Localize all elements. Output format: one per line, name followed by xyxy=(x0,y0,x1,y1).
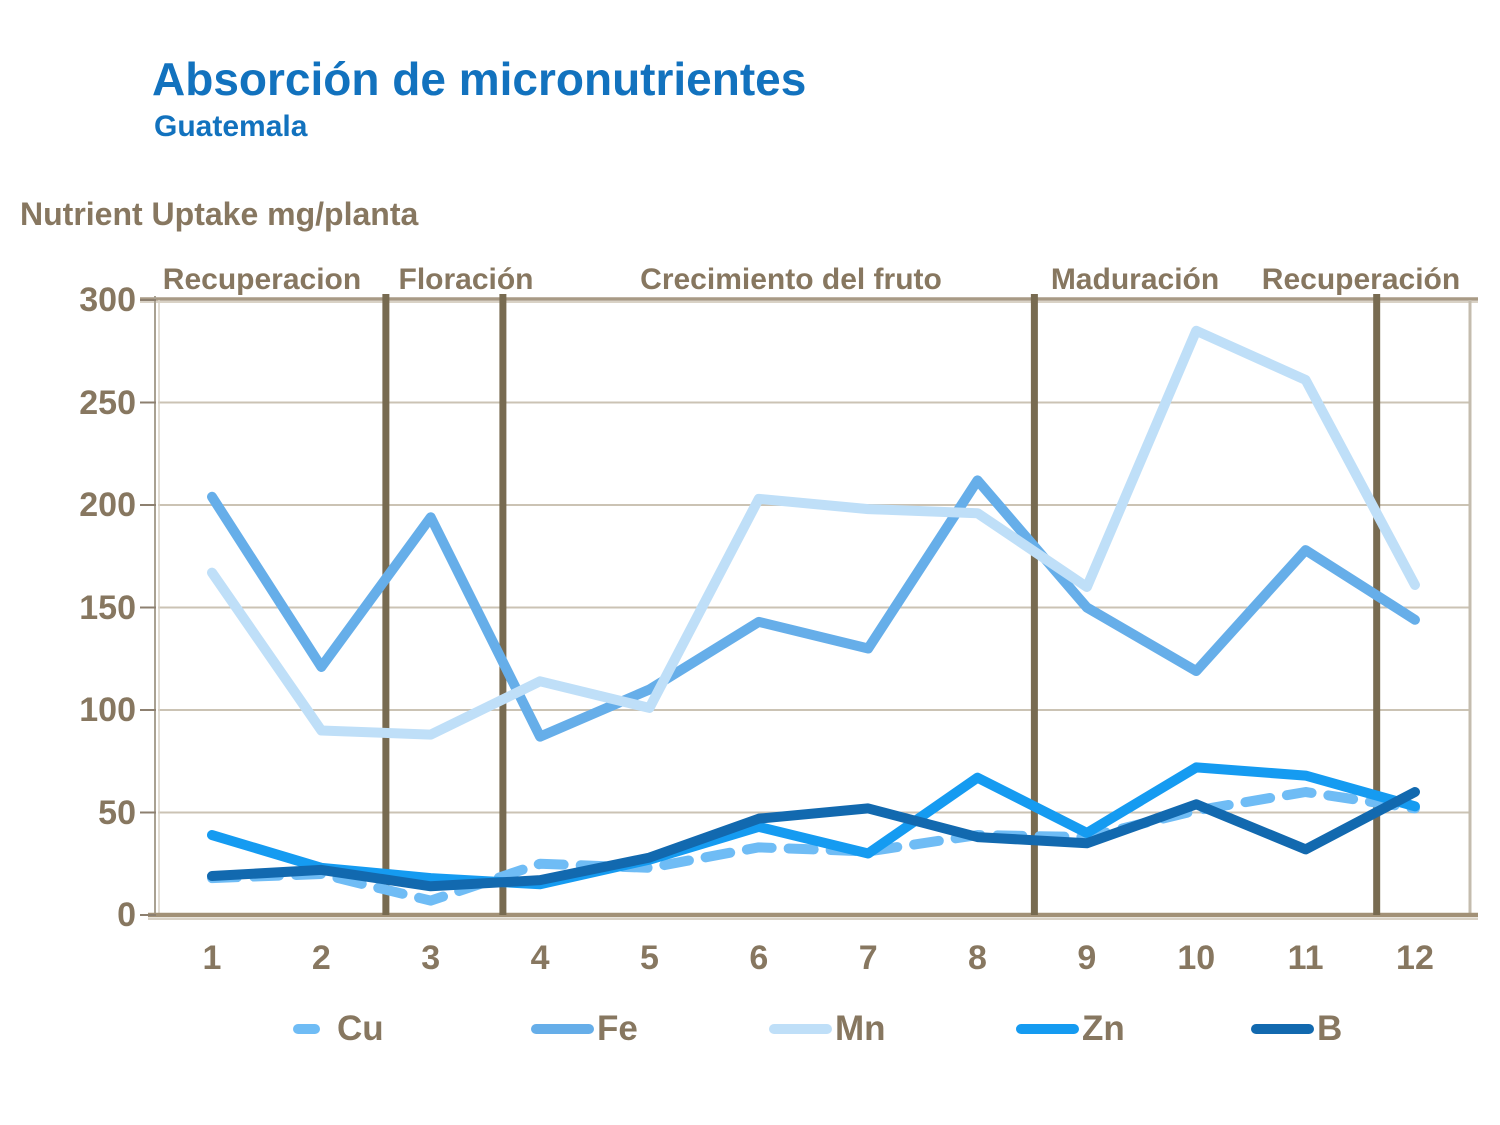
x-tick-label-10: 10 xyxy=(1177,939,1216,977)
y-tick-label-50: 50 xyxy=(98,793,136,832)
x-tick-label-7: 7 xyxy=(858,939,878,977)
phase-label-1: Recuperacion xyxy=(162,263,362,296)
legend-item-B: B xyxy=(1251,1008,1342,1050)
x-tick-label-3: 3 xyxy=(421,939,441,977)
x-tick-label-6: 6 xyxy=(749,939,769,977)
y-tick-label-200: 200 xyxy=(79,486,136,524)
legend-swatch-Cu xyxy=(293,1024,320,1034)
legend-label-B: B xyxy=(1317,1009,1343,1048)
legend-item-Zn: Zn xyxy=(1016,1008,1125,1050)
x-tick-label-1: 1 xyxy=(202,939,222,977)
legend-label-Fe: Fe xyxy=(597,1009,638,1048)
y-tick-label-100: 100 xyxy=(79,691,136,729)
legend-label-Zn: Zn xyxy=(1082,1009,1125,1048)
y-axis-title: Nutrient Uptake mg/planta xyxy=(20,196,419,232)
x-tick-label-9: 9 xyxy=(1077,939,1097,977)
x-tick-label-12: 12 xyxy=(1396,939,1434,977)
y-tick-label-0: 0 xyxy=(117,896,136,934)
x-tick-label-5: 5 xyxy=(639,939,659,977)
y-tick-label-300: 300 xyxy=(79,281,136,319)
legend-swatch-Zn xyxy=(1016,1024,1079,1034)
phase-label-4: Maduración xyxy=(1050,263,1220,296)
legend-swatch-B xyxy=(1251,1024,1314,1034)
y-tick-label-150: 150 xyxy=(79,588,136,627)
x-tick-label-8: 8 xyxy=(968,939,987,977)
phase-label-3: Crecimiento del fruto xyxy=(640,263,942,296)
legend-label-Cu: Cu xyxy=(337,1009,384,1048)
phase-label-5: Recuperación xyxy=(1261,263,1461,296)
legend-label-Mn: Mn xyxy=(835,1009,886,1048)
series-line-Mn xyxy=(207,325,1420,740)
x-tick-label-4: 4 xyxy=(530,939,550,977)
x-tick-label-2: 2 xyxy=(311,939,331,977)
legend-swatch-Fe xyxy=(531,1024,594,1034)
page-title: Absorción de micronutrientes xyxy=(152,53,807,105)
series-line-B xyxy=(207,787,1420,892)
y-tick-label-250: 250 xyxy=(79,383,136,422)
series-line-Zn xyxy=(207,762,1420,890)
x-tick-label-11: 11 xyxy=(1287,939,1324,977)
phase-label-2: Floración xyxy=(398,263,534,296)
page-subtitle: Guatemala xyxy=(154,110,308,143)
legend-item-Cu: Cu xyxy=(293,1008,384,1050)
legend-item-Mn: Mn xyxy=(769,1008,886,1050)
legend-swatch-Mn xyxy=(769,1024,832,1034)
series-line-Fe xyxy=(207,475,1420,742)
legend-item-Fe: Fe xyxy=(531,1008,638,1050)
